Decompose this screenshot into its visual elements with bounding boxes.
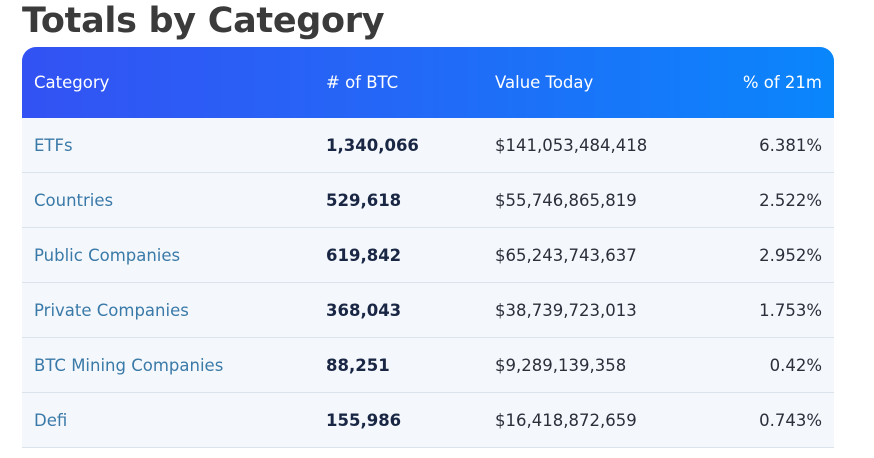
page-title: Totals by Category xyxy=(22,1,385,41)
category-link[interactable]: Countries xyxy=(34,190,114,210)
header-pct[interactable]: % of 21m xyxy=(742,73,822,92)
header-category[interactable]: Category xyxy=(34,73,110,92)
totals-table: Category # of BTC Value Today % of 21m E… xyxy=(22,47,834,448)
pct-of-21m: 2.522% xyxy=(759,190,822,210)
pct-of-21m: 0.42% xyxy=(769,355,822,375)
category-link[interactable]: BTC Mining Companies xyxy=(34,355,224,375)
header-value[interactable]: Value Today xyxy=(495,73,594,92)
category-link[interactable]: ETFs xyxy=(34,135,73,155)
value-today: $55,746,865,819 xyxy=(495,190,637,210)
table-header: Category # of BTC Value Today % of 21m xyxy=(22,47,834,118)
value-today: $16,418,872,659 xyxy=(495,410,637,430)
table-row: Defi 155,986 $16,418,872,659 0.743% xyxy=(22,393,834,448)
table-row: Countries 529,618 $55,746,865,819 2.522% xyxy=(22,173,834,228)
btc-amount: 1,340,066 xyxy=(326,135,419,155)
value-today: $38,739,723,013 xyxy=(495,300,637,320)
btc-amount: 155,986 xyxy=(326,410,402,430)
pct-of-21m: 0.743% xyxy=(759,410,822,430)
btc-amount: 88,251 xyxy=(326,355,390,375)
pct-of-21m: 1.753% xyxy=(759,300,822,320)
category-link[interactable]: Private Companies xyxy=(34,300,189,320)
table-row: BTC Mining Companies 88,251 $9,289,139,3… xyxy=(22,338,834,393)
category-link[interactable]: Public Companies xyxy=(34,245,181,265)
pct-of-21m: 6.381% xyxy=(759,135,822,155)
btc-amount: 368,043 xyxy=(326,300,402,320)
table-row: ETFs 1,340,066 $141,053,484,418 6.381% xyxy=(22,118,834,173)
pct-of-21m: 2.952% xyxy=(759,245,822,265)
value-today: $65,243,743,637 xyxy=(495,245,637,265)
btc-amount: 619,842 xyxy=(326,245,402,265)
table-row: Public Companies 619,842 $65,243,743,637… xyxy=(22,228,834,283)
value-today: $141,053,484,418 xyxy=(495,135,648,155)
category-link[interactable]: Defi xyxy=(34,410,68,430)
header-btc[interactable]: # of BTC xyxy=(326,73,399,92)
table-row: Private Companies 368,043 $38,739,723,01… xyxy=(22,283,834,338)
btc-amount: 529,618 xyxy=(326,190,402,210)
value-today: $9,289,139,358 xyxy=(495,355,627,375)
